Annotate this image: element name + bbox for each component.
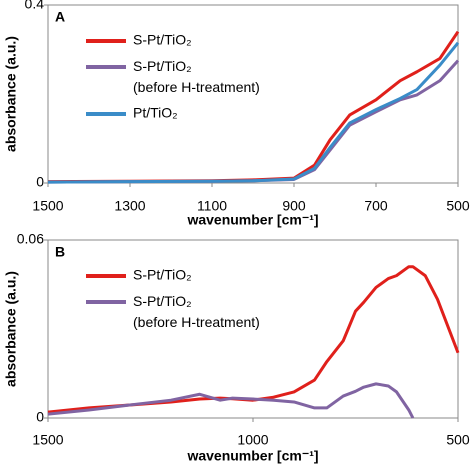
x-tick-label: 500 — [446, 198, 470, 214]
series-line — [47, 265, 460, 414]
legend-line: S-Pt/TiO₂ — [133, 293, 192, 309]
series-line — [47, 41, 460, 184]
x-axis-label: wavenumber [cm⁻¹] — [186, 448, 318, 464]
series-line — [47, 30, 460, 184]
y-tick-label: 0 — [36, 174, 44, 190]
x-tick-label: 500 — [446, 432, 470, 448]
legend-line: (before H-treatment) — [133, 79, 260, 95]
legend-label: S-Pt/TiO₂ — [133, 267, 192, 283]
plot-frame — [47, 4, 459, 184]
legend-line: S-Pt/TiO₂ — [133, 58, 192, 74]
y-tick-label: 0 — [36, 409, 44, 425]
x-tick-label: 1300 — [114, 198, 145, 214]
x-tick-label: 900 — [282, 198, 306, 214]
panel-label: A — [55, 9, 65, 25]
x-tick-label: 1500 — [32, 432, 63, 448]
x-tick-label: 1000 — [237, 432, 268, 448]
legend-label: S-Pt/TiO₂ (before H-treatment) — [133, 58, 260, 95]
x-tick-label: 1500 — [32, 198, 63, 214]
y-axis-label: absorbance (a.u.) — [3, 271, 19, 387]
x-axis-label: wavenumber [cm⁻¹] — [186, 212, 318, 228]
series-line — [47, 382, 415, 419]
x-tick-label: 700 — [364, 198, 388, 214]
legend-label: S-Pt/TiO₂ — [133, 32, 192, 48]
x-tick-label: 1100 — [197, 198, 227, 214]
panel-label: B — [55, 244, 65, 260]
legend-label: Pt/TiO₂ — [133, 105, 178, 121]
y-tick-label: 0.4 — [25, 0, 45, 12]
y-axis-label: absorbance (a.u.) — [3, 36, 19, 152]
legend-label: S-Pt/TiO₂ (before H-treatment) — [133, 293, 260, 330]
legend-line: (before H-treatment) — [133, 314, 260, 330]
y-tick-label: 0.06 — [17, 231, 44, 247]
